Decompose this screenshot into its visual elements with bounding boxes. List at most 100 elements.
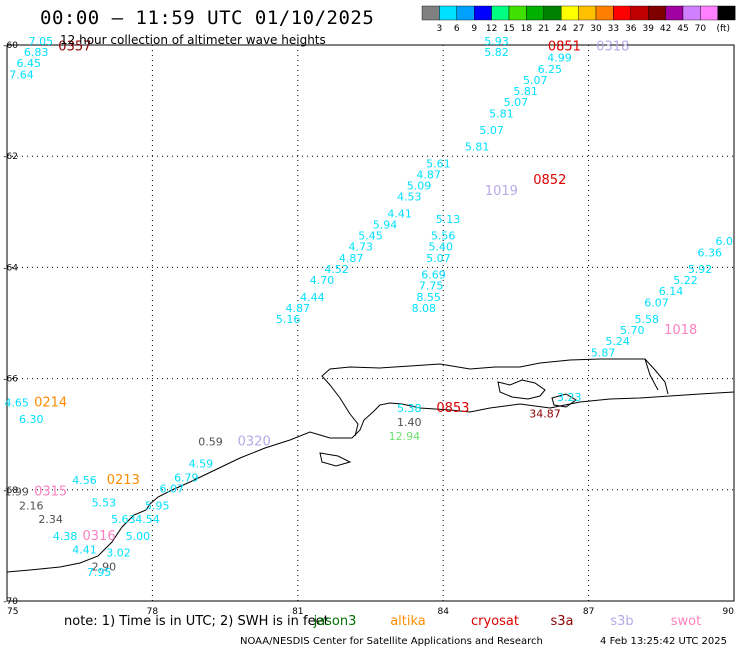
wave-height-value: 8.08	[412, 302, 437, 315]
pass-time-label: 0316	[83, 529, 116, 544]
wave-height-value: 6.0	[716, 235, 734, 248]
wave-height-value: 6.30	[19, 413, 44, 426]
wave-height-value: 4.87	[416, 168, 441, 181]
wave-height-value: 4.44	[300, 291, 325, 304]
map-frame	[6, 44, 735, 602]
latitude-tick-label: -64	[3, 263, 18, 273]
legend-tick-label: 24	[555, 24, 567, 34]
wave-height-value: 6.69	[421, 269, 446, 282]
wave-height-value: 6.14	[659, 285, 684, 298]
wave-height-value: 5.07	[523, 74, 548, 87]
page-title: 00:00 – 11:59 UTC 01/10/2025	[40, 7, 375, 29]
wave-height-value: 4.52	[324, 263, 349, 276]
legend-tick-label: 30	[590, 24, 602, 34]
satellite-name-swot: swot	[671, 614, 701, 629]
wave-height-value: 7.05	[29, 35, 54, 48]
legend-swatch	[700, 5, 719, 21]
wave-height-value: 34.87	[529, 408, 561, 421]
wave-height-value: 5.40	[429, 241, 454, 254]
wave-height-value: 2.16	[19, 499, 44, 512]
wave-height-value: 6.83	[24, 46, 49, 59]
wave-height-value: 4.99	[547, 52, 572, 65]
latitude-axis: -60 -62 -64 -66 -68 -70	[3, 41, 18, 607]
wave-height-value: 7.95	[87, 566, 112, 579]
wave-height-value: 4.53	[397, 191, 422, 204]
latitude-tick-label: -66	[3, 375, 18, 385]
wave-height-value: 5.22	[673, 274, 698, 287]
wave-height-value: 5.63	[111, 513, 136, 526]
legend-tick-label: 15	[503, 24, 514, 34]
longitude-tick-label: 81	[292, 607, 303, 617]
pass-time-label: 0320	[238, 434, 271, 449]
wave-height-value: 6.25	[538, 63, 563, 76]
wave-height-value: 3.23	[557, 391, 582, 404]
longitude-tick-label: 75	[7, 607, 18, 617]
legend-tick-label: 21	[538, 24, 549, 34]
wave-height-value: 4.73	[349, 241, 374, 254]
satellite-name-s3a: s3a	[550, 614, 573, 629]
wave-height-value: 0.59	[198, 435, 223, 448]
wave-height-value: 5.93	[484, 35, 509, 48]
legend-swatch	[665, 5, 684, 21]
legend-tick-label: 42	[660, 24, 671, 34]
pass-time-label: 1018	[664, 323, 697, 338]
wave-height-value: 4.59	[189, 458, 214, 471]
legend-swatch	[421, 5, 440, 21]
pass-time-label: 0214	[34, 395, 67, 410]
satellite-name-altika: altika	[390, 614, 426, 629]
legend-tick-label: 39	[642, 24, 654, 34]
legend-tick-label: 27	[573, 24, 584, 34]
pass-time-label: 0213	[107, 473, 140, 488]
legend-tick-label: 3	[437, 24, 443, 34]
wave-height-value: 5.07	[479, 124, 504, 137]
wave-height-value: 5.56	[431, 230, 456, 243]
legend-swatch	[456, 5, 475, 21]
page-subtitle: 12 hour collection of altimeter wave hei…	[60, 33, 326, 47]
wave-height-value: 5.70	[620, 324, 645, 337]
wave-height-values: 7.056.836.457.645.935.82 4.996.255.075.81…	[4, 35, 733, 579]
pass-time-label: 0852	[533, 173, 566, 188]
legend-swatch	[526, 5, 545, 21]
latitude-tick-label: -60	[3, 41, 18, 51]
wave-height-value: 5.53	[92, 496, 117, 509]
legend-swatch	[508, 5, 527, 21]
credit-line: NOAA/NESDIS Center for Satellite Applica…	[240, 636, 543, 647]
wave-height-value: 5.07	[426, 252, 451, 265]
wave-height-value: 5.13	[436, 213, 461, 226]
longitude-tick-label: 84	[437, 607, 449, 617]
wave-height-value: 5.81	[513, 85, 538, 98]
longitude-tick-label: 87	[583, 607, 594, 617]
legend-swatch	[474, 5, 492, 21]
wave-height-value: 1.99	[4, 485, 29, 498]
generated-timestamp: 4 Feb 13:25:42 UTC 2025	[600, 636, 727, 647]
legend-swatch	[578, 5, 597, 21]
wave-height-value: 5.58	[635, 313, 660, 326]
pass-time-label: 0318	[596, 40, 629, 55]
wave-height-value: 6.07	[644, 296, 669, 309]
wave-height-value: 5.00	[126, 530, 151, 543]
pass-time-label: 0851	[548, 40, 581, 55]
legend-tick-label: 33	[608, 24, 619, 34]
wave-height-value: 4.87	[286, 302, 311, 315]
wave-height-value: 6.07	[160, 483, 185, 496]
legend-swatch	[543, 5, 562, 21]
wave-height-value: 5.61	[426, 157, 451, 170]
satellite-name-s3b: s3b	[610, 614, 633, 629]
legend-swatch	[682, 5, 701, 21]
pass-time-label: 0853	[436, 401, 469, 416]
legend-tick-label: 18	[521, 24, 533, 34]
legend-swatch	[491, 5, 510, 21]
legend-tick-label: 6	[454, 24, 460, 34]
legend-unit-label: (ft)	[716, 24, 730, 34]
legend-tick-label: 36	[625, 24, 637, 34]
legend-swatch	[630, 5, 649, 21]
wave-height-value: 5.92	[688, 263, 713, 276]
legend-swatch	[561, 5, 579, 21]
satellite-name-jason3: jason3	[313, 614, 357, 629]
footer-note: note: 1) Time is in UTC; 2) SWH is in fe…	[64, 614, 329, 629]
wave-height-value: 5.16	[276, 313, 301, 326]
coastline	[6, 358, 735, 573]
wave-height-value: 4.54	[135, 513, 160, 526]
wave-height-value: 2.34	[38, 513, 63, 526]
